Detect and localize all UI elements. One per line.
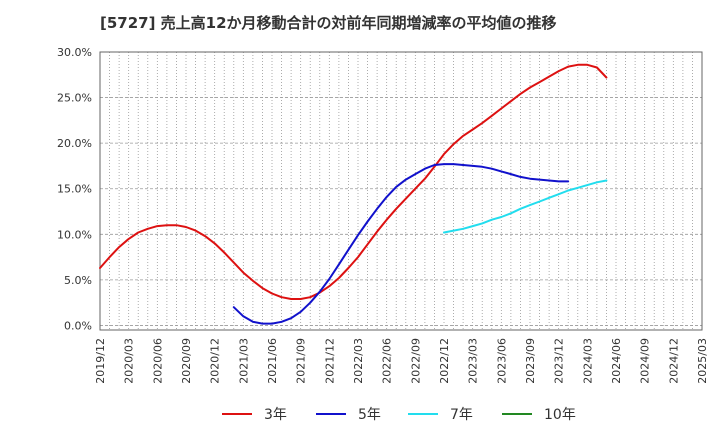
- x-tick-label: 2019/12: [94, 338, 107, 384]
- y-tick-label: 20.0%: [57, 137, 92, 150]
- legend-label: 10年: [544, 407, 576, 423]
- x-tick-label: 2024/09: [639, 338, 652, 384]
- y-tick-label: 5.0%: [64, 274, 92, 287]
- x-tick-label: 2023/09: [524, 338, 537, 384]
- series-line-5年: [232, 163, 570, 325]
- x-tick-label: 2020/03: [123, 338, 136, 384]
- x-tick-label: 2021/03: [237, 338, 250, 384]
- x-tick-label: 2024/06: [610, 338, 623, 384]
- x-tick-label: 2022/03: [352, 338, 365, 384]
- x-tick-label: 2022/06: [381, 338, 394, 384]
- y-tick-label: 10.0%: [57, 228, 92, 241]
- y-tick-label: 15.0%: [57, 183, 92, 196]
- series-line-7年: [443, 179, 608, 234]
- x-tick-label: 2023/12: [553, 338, 566, 384]
- x-tick-label: 2021/06: [266, 338, 279, 384]
- legend-label: 3年: [264, 407, 287, 423]
- y-tick-label: 30.0%: [57, 46, 92, 59]
- legend-label: 7年: [450, 407, 473, 423]
- plot-frame: [99, 51, 703, 331]
- x-tick-label: 2025/03: [696, 338, 709, 384]
- x-tick-label: 2020/06: [151, 338, 164, 384]
- x-tick-label: 2020/09: [180, 338, 193, 384]
- x-tick-label: 2020/12: [209, 338, 222, 384]
- x-tick-label: 2021/12: [323, 338, 336, 384]
- y-tick-label: 0.0%: [64, 319, 92, 332]
- x-tick-label: 2024/12: [667, 338, 680, 384]
- plot-area: [100, 52, 702, 330]
- x-tick-label: 2021/09: [295, 338, 308, 384]
- legend-label: 5年: [358, 407, 381, 423]
- x-tick-label: 2022/12: [438, 338, 451, 384]
- series-line-3年: [99, 63, 608, 300]
- y-tick-label: 25.0%: [57, 92, 92, 105]
- x-tick-label: 2023/03: [467, 338, 480, 384]
- x-tick-label: 2023/06: [495, 338, 508, 384]
- x-tick-label: 2024/03: [581, 338, 594, 384]
- chart-title: [5727] 売上高12か月移動合計の対前年同期増減率の平均値の推移: [100, 14, 557, 32]
- x-tick-label: 2022/09: [409, 338, 422, 384]
